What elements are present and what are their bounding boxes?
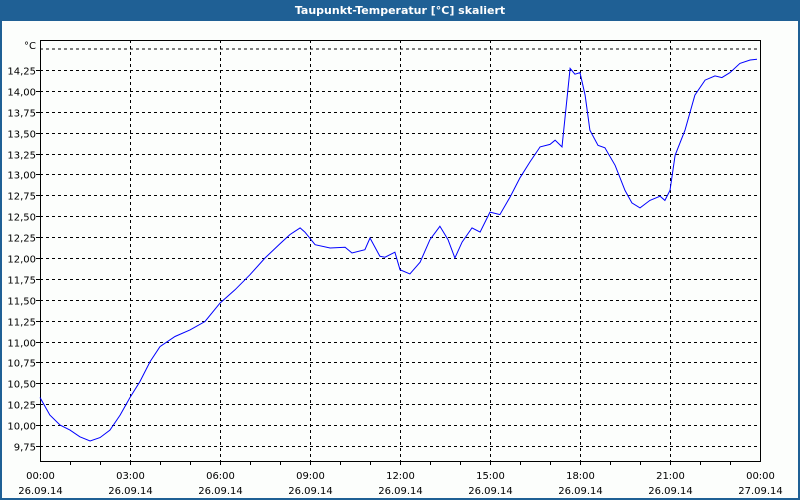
y-tick-label: 13,75 [7, 109, 36, 120]
y-tick-label: 12,00 [7, 255, 36, 266]
y-tick-label: 12,50 [7, 213, 36, 224]
x-tick-date: 26.09.14 [288, 486, 333, 497]
x-tick-time: 00:00 [26, 471, 55, 482]
y-axis-unit: °C [24, 41, 36, 52]
x-tick-date: 26.09.14 [198, 486, 243, 497]
plot-frame [40, 40, 761, 462]
y-tick-label: 9,75 [14, 443, 36, 454]
y-tick-label: 11,50 [7, 297, 36, 308]
x-tick-date: 26.09.14 [378, 486, 423, 497]
y-tick-label: 10,25 [7, 401, 36, 412]
y-tick-label: 11,75 [7, 276, 36, 287]
x-tick-time: 12:00 [386, 471, 415, 482]
x-tick-time: 09:00 [296, 471, 325, 482]
x-tick-date: 26.09.14 [18, 486, 63, 497]
x-tick-time: 03:00 [116, 471, 145, 482]
y-tick-label: 12,25 [7, 234, 36, 245]
y-tick-label: 12,75 [7, 192, 36, 203]
x-tick-time: 21:00 [656, 471, 685, 482]
y-tick-label: 13,00 [7, 171, 36, 182]
y-tick-label: 14,25 [7, 67, 36, 78]
x-tick-time: 18:00 [566, 471, 595, 482]
x-tick-date: 26.09.14 [108, 486, 153, 497]
y-tick-label: 13,50 [7, 130, 36, 141]
x-tick-date: 26.09.14 [648, 486, 693, 497]
x-tick-time: 15:00 [476, 471, 505, 482]
y-tick-label: 10,00 [7, 422, 36, 433]
x-tick-time: 00:00 [746, 471, 775, 482]
series-line [39, 58, 758, 442]
x-tick-time: 06:00 [206, 471, 235, 482]
y-tick-label: 13,25 [7, 151, 36, 162]
window-title: Taupunkt-Temperatur [°C] skaliert [0, 0, 800, 21]
x-tick-date: 26.09.14 [468, 486, 513, 497]
x-tick-date: 26.09.14 [558, 486, 603, 497]
y-tick-label: 10,50 [7, 380, 36, 391]
x-tick-date: 27.09.14 [738, 486, 783, 497]
y-tick-label: 14,00 [7, 88, 36, 99]
y-tick-label: 11,25 [7, 318, 36, 329]
y-tick-label: 11,00 [7, 339, 36, 350]
y-tick-label: 10,75 [7, 359, 36, 370]
